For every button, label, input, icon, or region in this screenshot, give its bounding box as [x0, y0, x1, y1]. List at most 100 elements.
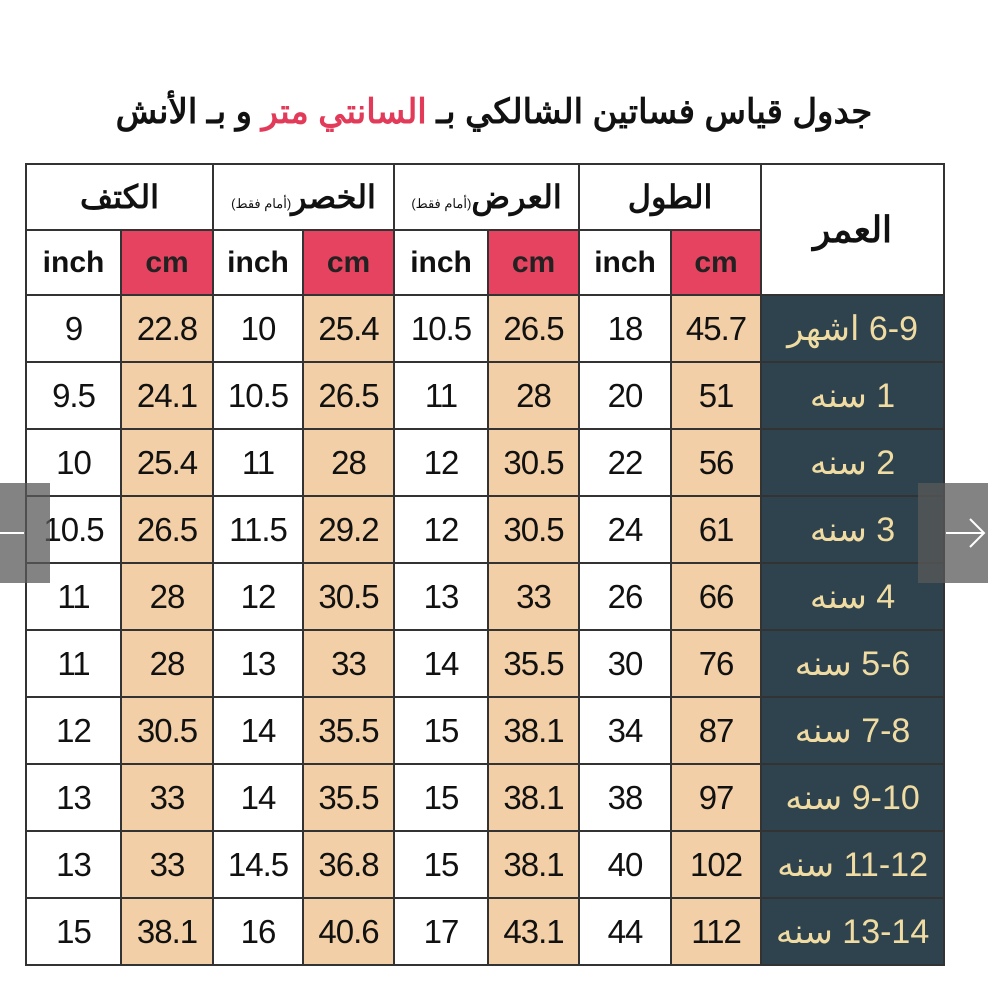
size-cell: 66: [670, 562, 763, 631]
size-cell: 76: [670, 629, 763, 698]
size-cell: 30.5: [120, 696, 214, 765]
size-cell: 30.5: [487, 428, 581, 497]
size-cell: 11: [393, 361, 490, 430]
size-cell: 45.7: [670, 294, 763, 363]
group-label: الخصر: [291, 179, 377, 215]
data-row: 6-9 اشهر 45.7 18 26.5 10.5 25.4 10 22.8 9: [25, 294, 946, 363]
data-row: 11-12 سنه 102 40 38.1 15 36.8 14.5 33 13: [25, 830, 946, 899]
age-header: العمر: [760, 163, 946, 296]
title-text: جدول قياس فساتين الشالكي بـ: [436, 93, 873, 131]
size-cell: 33: [120, 763, 214, 832]
data-row: 2 سنه 56 22 30.5 12 28 11 25.4 10: [25, 428, 946, 497]
size-cell: 43.1: [487, 897, 581, 966]
size-cell: 36.8: [302, 830, 396, 899]
size-cell: 40.6: [302, 897, 396, 966]
size-cell: 44: [578, 897, 673, 966]
size-cell: 28: [120, 562, 214, 631]
size-cell: 24: [578, 495, 673, 564]
size-cell: 20: [578, 361, 673, 430]
data-row: 4 سنه 66 26 33 13 30.5 12 28 11: [25, 562, 946, 631]
prev-button[interactable]: [0, 483, 50, 583]
size-cell: 38: [578, 763, 673, 832]
age-cell: 3 سنه: [760, 495, 946, 564]
size-cell: 26.5: [120, 495, 214, 564]
data-row: 3 سنه 61 24 30.5 12 29.2 11.5 26.5 10.5: [25, 495, 946, 564]
size-cell: 38.1: [120, 897, 214, 966]
size-cell: 26: [578, 562, 673, 631]
size-cell: 38.1: [487, 696, 581, 765]
size-cell: 25.4: [302, 294, 396, 363]
size-cell: 11: [211, 428, 305, 497]
group-label: الكتف: [79, 179, 160, 215]
size-cell: 10.5: [393, 294, 490, 363]
size-cell: 38.1: [487, 763, 581, 832]
age-cell: 6-9 اشهر: [760, 294, 946, 363]
size-cell: 28: [302, 428, 396, 497]
size-cell: 35.5: [302, 763, 396, 832]
size-cell: 87: [670, 696, 763, 765]
size-cell: 13: [393, 562, 490, 631]
size-cell: 10: [211, 294, 305, 363]
unit-header: inch: [393, 229, 490, 296]
size-cell: 30.5: [487, 495, 581, 564]
group-note: (أمام فقط): [231, 196, 292, 211]
group-header: الكتف: [25, 163, 214, 231]
size-cell: 9: [25, 294, 122, 363]
unit-header: cm: [670, 229, 763, 296]
size-cell: 16: [211, 897, 305, 966]
size-cell: 30.5: [302, 562, 396, 631]
group-header: الطول: [578, 163, 763, 231]
group-label: الطول: [627, 179, 714, 215]
age-cell: 2 سنه: [760, 428, 946, 497]
size-cell: 33: [487, 562, 581, 631]
size-cell: 35.5: [487, 629, 581, 698]
size-cell: 28: [120, 629, 214, 698]
size-cell: 12: [211, 562, 305, 631]
size-cell: 12: [393, 428, 490, 497]
age-cell: 11-12 سنه: [760, 830, 946, 899]
size-cell: 13: [25, 763, 122, 832]
next-button[interactable]: [918, 483, 988, 583]
data-row: 5-6 سنه 76 30 35.5 14 33 13 28 11: [25, 629, 946, 698]
size-cell: 26.5: [302, 361, 396, 430]
size-cell: 13: [211, 629, 305, 698]
size-cell: 15: [393, 696, 490, 765]
size-cell: 25.4: [120, 428, 214, 497]
size-cell: 14.5: [211, 830, 305, 899]
size-cell: 102: [670, 830, 763, 899]
size-cell: 56: [670, 428, 763, 497]
age-cell: 9-10 سنه: [760, 763, 946, 832]
unit-header: inch: [578, 229, 673, 296]
size-cell: 12: [25, 696, 122, 765]
title-highlight: السانتي متر: [261, 93, 427, 131]
age-cell: 1 سنه: [760, 361, 946, 430]
size-cell: 15: [393, 763, 490, 832]
size-cell: 33: [120, 830, 214, 899]
size-cell: 10.5: [211, 361, 305, 430]
size-cell: 24.1: [120, 361, 214, 430]
size-cell: 38.1: [487, 830, 581, 899]
unit-header: cm: [120, 229, 214, 296]
size-cell: 26.5: [487, 294, 581, 363]
size-cell: 28: [487, 361, 581, 430]
group-header: العرض(أمام فقط): [393, 163, 581, 231]
size-cell: 34: [578, 696, 673, 765]
size-cell: 18: [578, 294, 673, 363]
size-cell: 35.5: [302, 696, 396, 765]
size-cell: 13: [25, 830, 122, 899]
title-text: و بـ الأنش: [115, 93, 253, 131]
unit-row: cm inch cm inch cm inch cm inch: [25, 229, 944, 296]
size-cell: 22.8: [120, 294, 214, 363]
size-cell: 51: [670, 361, 763, 430]
age-cell: 4 سنه: [760, 562, 946, 631]
size-cell: 9.5: [25, 361, 122, 430]
size-cell: 14: [393, 629, 490, 698]
size-cell: 15: [25, 897, 122, 966]
size-cell: 112: [670, 897, 763, 966]
size-cell: 22: [578, 428, 673, 497]
size-cell: 97: [670, 763, 763, 832]
size-cell: 12: [393, 495, 490, 564]
size-cell: 11.5: [211, 495, 305, 564]
data-row: 9-10 سنه 97 38 38.1 15 35.5 14 33 13: [25, 763, 946, 832]
